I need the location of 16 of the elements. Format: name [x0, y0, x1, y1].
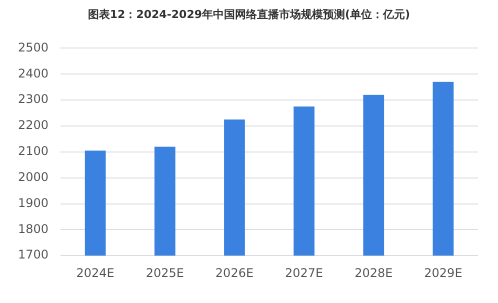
x-tick-label: 2024E: [76, 266, 114, 280]
x-tick-label: 2029E: [424, 266, 462, 280]
y-tick-label: 2300: [18, 92, 49, 106]
x-tick-label: 2028E: [354, 266, 393, 280]
y-tick-label: 2100: [18, 144, 49, 158]
x-tick-label: 2027E: [284, 266, 324, 280]
y-tick-label: 1900: [18, 196, 49, 210]
x-tick-label: 2025E: [146, 266, 184, 280]
y-tick-label: 1700: [18, 248, 49, 262]
chart-title: 图表12：2024-2029年中国网络直播市场规模预测(单位：亿元): [86, 7, 412, 23]
y-tick-label: 2000: [18, 170, 49, 184]
y-tick-label: 2400: [18, 66, 49, 80]
y-tick-label: 1800: [18, 222, 49, 236]
y-tick-label: 2200: [18, 118, 49, 132]
y-tick-label: 2500: [18, 40, 49, 54]
x-tick-label: 2026E: [215, 266, 254, 280]
